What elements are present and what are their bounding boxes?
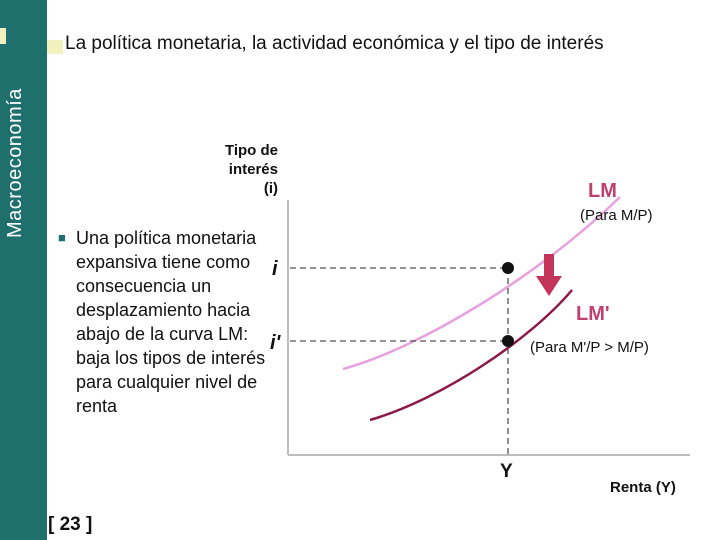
title-tab xyxy=(47,40,63,54)
lm-prime-curve xyxy=(369,289,573,422)
x-axis-label: Renta (Y) xyxy=(610,479,676,496)
i-label: i xyxy=(272,258,278,280)
down-arrow-icon xyxy=(536,254,562,296)
y-axis-label-line-1: Tipo de xyxy=(225,142,278,159)
page-number: [ 23 ] xyxy=(48,514,93,535)
i-prime-label: i' xyxy=(270,332,282,354)
slide-title: La política monetaria, la actividad econ… xyxy=(65,33,604,54)
bullet-square-icon: ■ xyxy=(58,230,66,245)
bullet-point: ■ Una política monetaria expansiva tiene… xyxy=(58,226,268,418)
lm-label: LM xyxy=(588,180,617,202)
y-value-label: Y xyxy=(500,461,513,482)
y-axis-label-line-2: interés xyxy=(229,161,278,178)
lm-curve xyxy=(342,196,621,371)
lm-prime-label: LM' xyxy=(576,303,610,325)
sidebar-accent xyxy=(0,28,6,44)
lm-prime-sub-label: (Para M'/P > M/P) xyxy=(530,339,649,356)
equilibrium-point-lm-prime xyxy=(502,335,514,347)
equilibrium-point-lm xyxy=(502,262,514,274)
bullet-text: Una política monetaria expansiva tiene c… xyxy=(76,228,266,416)
lm-sub-label: (Para M/P) xyxy=(580,207,653,224)
sidebar xyxy=(0,0,47,540)
y-axis-label-line-3: (i) xyxy=(264,180,278,197)
